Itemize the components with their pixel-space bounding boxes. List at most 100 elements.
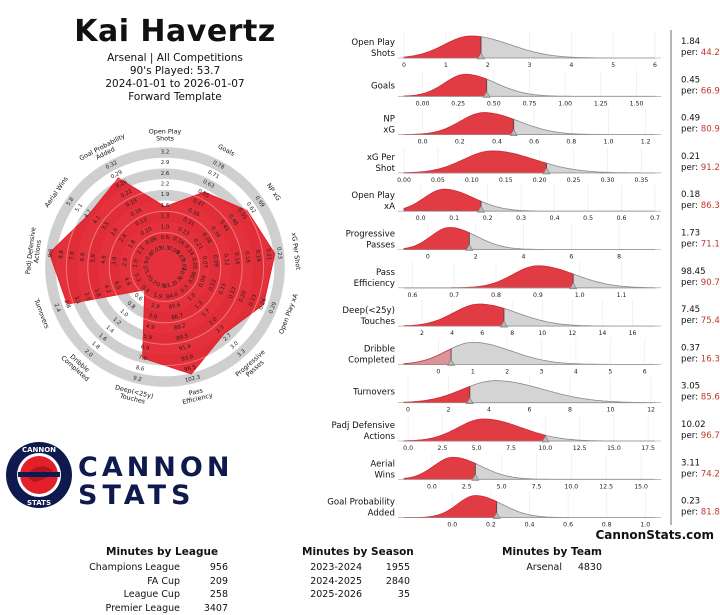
- table-row: League Cup 258: [70, 588, 228, 602]
- dist-percentile-value: 44.2: [701, 48, 720, 58]
- dist-percentile: per: 75.4: [681, 316, 720, 326]
- table-key: Champions League: [89, 562, 180, 573]
- table-title: Minutes by Team: [502, 546, 602, 558]
- radar-tick-label: 86.7: [171, 313, 184, 322]
- dist-percentile-prefix: per:: [681, 431, 701, 441]
- dist-percentile: per: 71.1: [681, 240, 720, 250]
- dist-fill: [403, 150, 547, 174]
- dist-metric-label-line: Open Play: [351, 38, 395, 48]
- dist-tick-label: 0: [406, 407, 410, 414]
- dist-metric-label-line: Padj Defensive: [331, 421, 395, 431]
- radar-tick-label: 0.23: [177, 226, 190, 237]
- radar-tick-label: 0.78: [212, 160, 226, 171]
- radar-tick-label: 1.6: [97, 332, 108, 343]
- radar-tick-label: 1.4: [104, 324, 115, 335]
- dist-tick-label: 2: [420, 330, 424, 337]
- radar-tick-label: 1.9: [161, 192, 170, 198]
- dist-tick-label: 15.0: [607, 445, 621, 452]
- dist-metric-label-line: Open Play: [351, 191, 395, 201]
- team-competition: Arsenal | All Competitions: [107, 52, 243, 64]
- dist-percentile: per: 66.9: [681, 86, 720, 96]
- dist-percentile: per: 16.3: [681, 354, 720, 364]
- dist-tick-label: 0.0: [416, 215, 426, 222]
- radar-metric-label-line: Open Play: [149, 128, 182, 136]
- dist-metric-label-line: Added: [368, 509, 395, 519]
- radar-tick-label: 5.7: [143, 269, 152, 279]
- radar-tick-label: 2.9: [161, 160, 170, 166]
- dist-marker: [569, 282, 578, 290]
- radar-tick-label: 0.23: [248, 294, 258, 307]
- dist-tick-label: 1: [444, 62, 448, 69]
- dist-tick-label: 1.0: [604, 139, 614, 146]
- dist-tick-label: 2.5: [437, 445, 447, 452]
- dist-fill: [403, 35, 482, 59]
- dist-value: 3.11: [681, 458, 700, 468]
- dist-tick-label: 2: [474, 254, 478, 261]
- dist-tick-label: 6: [643, 368, 647, 375]
- radar-metric-label-line: Actions: [32, 239, 43, 264]
- dist-marker: [482, 90, 491, 98]
- dist-percentile-prefix: per:: [681, 48, 701, 58]
- dist-metric-label-line: Turnovers: [352, 388, 395, 398]
- dist-percentile-value: 80.9: [701, 125, 720, 135]
- radar-tick-label: 7.9: [69, 251, 76, 261]
- radar-tick-label: 85.6: [168, 302, 182, 311]
- dist-marker: [499, 320, 508, 328]
- dist-tick-label: 0.30: [601, 177, 615, 184]
- dist-tick-label: 0.0: [403, 445, 413, 452]
- table-row: 2023-2024 1955: [286, 561, 414, 575]
- radar-tick-label: 0.39: [187, 207, 201, 218]
- radar-tick-label: 4.9: [101, 254, 108, 264]
- radar-ring-line: [65, 167, 265, 367]
- dist-tick-label: 6: [480, 330, 484, 337]
- dist-tick-label: 3: [540, 368, 544, 375]
- dist-metric-label-line: Goals: [371, 81, 396, 91]
- dist-tick-label: 1: [471, 368, 475, 375]
- dist-marker: [476, 52, 486, 60]
- site-url[interactable]: CannonStats.com: [595, 528, 714, 542]
- dist-value: 1.73: [681, 229, 700, 239]
- table-row: Champions League 956: [70, 561, 228, 575]
- dist-tick-label: 6: [528, 407, 532, 414]
- radar-tick-label: 0.03: [150, 245, 163, 256]
- radar-tick-label: 6.9: [140, 344, 150, 352]
- radar-tick-label: 1.6: [161, 203, 170, 209]
- dist-tick-label: 12.5: [573, 445, 587, 452]
- dist-value: 0.37: [681, 343, 700, 353]
- radar-tick-label: 0.17: [228, 286, 238, 299]
- radar-tick-label: 2.4: [119, 233, 129, 244]
- radar-tick-label: 0.55: [197, 188, 210, 199]
- dist-tick-label: 4: [569, 62, 573, 69]
- dist-tick-label: 2: [505, 368, 509, 375]
- radar-tick-label: 0.9: [143, 260, 150, 270]
- radar-tick-label: 0.7: [180, 284, 190, 294]
- dist-tick-label: 3: [528, 62, 532, 69]
- dist-metric-label-line: Passes: [366, 241, 395, 251]
- dist-metric-label: Open Play xA: [351, 191, 395, 212]
- radar-tick-label: 0.07: [174, 250, 186, 263]
- radar-tick-label: 8.6: [135, 365, 145, 373]
- dist-metric-label: Aerial Wins: [370, 459, 395, 480]
- radar-tick-label: 6.9: [80, 252, 87, 262]
- dist-marker: [465, 243, 474, 251]
- dist-tick-label: 5.0: [497, 483, 507, 490]
- dist-percentile-prefix: per:: [681, 125, 701, 135]
- radar-metric-label-line: Pass: [188, 386, 204, 397]
- date-range: 2024-01-01 to 2026-01-07: [105, 78, 245, 90]
- dist-marker: [492, 512, 501, 519]
- radar-tick-label: 1.0: [119, 308, 130, 319]
- radar-tick-label: 0.09: [198, 274, 208, 288]
- radar-tick-label: 1.2: [136, 245, 146, 255]
- table-value: 1955: [385, 562, 410, 573]
- radar-ring-line: [87, 189, 243, 345]
- dist-tick-label: 7.5: [532, 483, 542, 490]
- radar-tick-label: 0.62: [245, 201, 257, 214]
- dist-tick-label: 0.3: [516, 215, 526, 222]
- radar-tick-label: 88.2: [173, 323, 186, 332]
- minutes-by-league: Minutes by League Champions League 956 FA …: [70, 546, 228, 615]
- dist-percentile: per: 85.6: [681, 393, 720, 403]
- radar-tick-label: 0.05: [190, 257, 197, 270]
- dist-metric-label: Turnovers: [352, 388, 395, 398]
- cannon-icon: [18, 472, 60, 477]
- dist-percentile-value: 74.2: [701, 469, 720, 479]
